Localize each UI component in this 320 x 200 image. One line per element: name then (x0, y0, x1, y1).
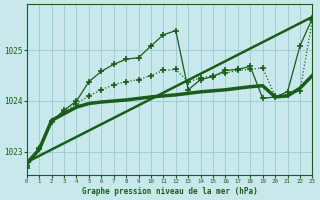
X-axis label: Graphe pression niveau de la mer (hPa): Graphe pression niveau de la mer (hPa) (82, 187, 258, 196)
